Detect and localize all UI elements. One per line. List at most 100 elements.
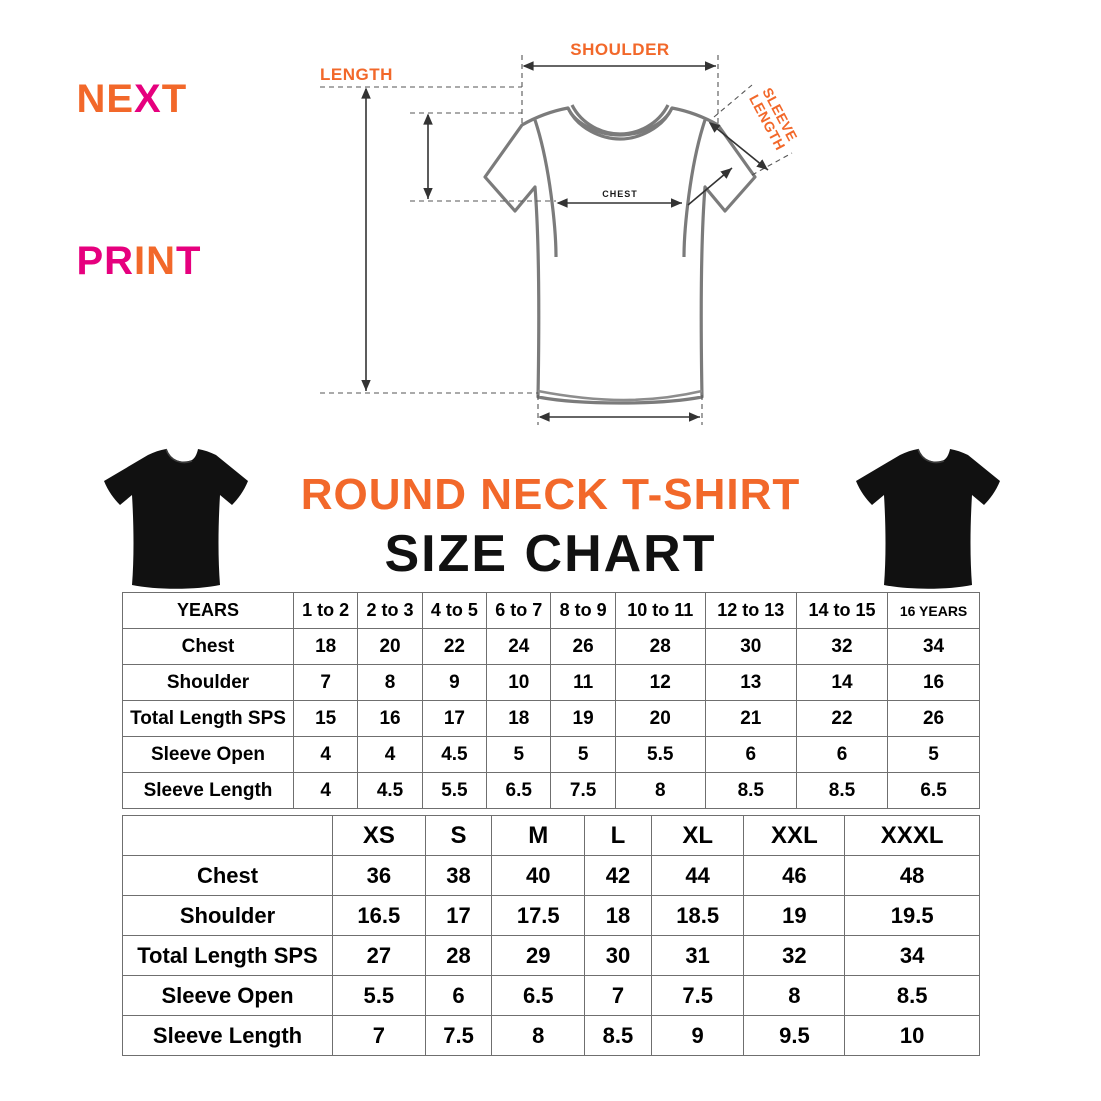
table-cell: 7 — [332, 1015, 426, 1056]
table-cell: 6 — [795, 736, 889, 773]
column-header-s: S — [424, 815, 493, 856]
dimension-arrows — [361, 61, 769, 422]
table-cell: 7.5 — [424, 1015, 493, 1056]
row-label-chest: Chest — [122, 628, 294, 665]
label-shoulder: SHOULDER — [570, 40, 669, 59]
table-cell: 21 — [704, 700, 797, 737]
table-cell: 16 — [887, 664, 980, 701]
label-chest: CHEST — [602, 189, 638, 199]
brand-logo: NEXT PRINT — [28, 18, 228, 283]
table-cell: 17 — [424, 895, 493, 936]
table-cell: 26 — [887, 700, 980, 737]
row-label-chest: Chest — [122, 855, 333, 896]
logo-letter-t: T — [161, 77, 188, 121]
size-table-adult: XS S M L XL XXL XXXL Chest 36 38 40 42 44 46 48 Shoulde… — [122, 815, 980, 1056]
table-row: Total Length SPS 15 16 17 18 19 20 21 22 26 — [122, 700, 980, 737]
diagram-guides — [320, 55, 793, 425]
table-cell: 5.5 — [332, 975, 426, 1016]
column-header-6-to-7: 6 to 7 — [486, 592, 552, 629]
table-cell: 10 — [844, 1015, 980, 1056]
table-cell: 30 — [704, 628, 797, 665]
table-cell: 4 — [357, 736, 423, 773]
table-cell: 16 — [357, 700, 423, 737]
row-label-total-length-sps: Total Length SPS — [122, 935, 333, 976]
logo-letter-e: E — [106, 77, 135, 121]
column-header-xl: XL — [650, 815, 745, 856]
table-cell: 38 — [424, 855, 493, 896]
row-label-sleeve-length: Sleeve Length — [122, 1015, 333, 1056]
table-cell: 18 — [292, 628, 359, 665]
table-cell: 20 — [357, 628, 423, 665]
table-cell: 4.5 — [421, 736, 488, 773]
table-row: Sleeve Length 4 4.5 5.5 6.5 7.5 8 8.5 8.5 6.5 — [122, 772, 980, 809]
black-tshirt-right — [848, 447, 1008, 592]
table-row: Shoulder 7 8 9 10 11 12 13 14 16 — [122, 664, 980, 701]
table-cell: 24 — [486, 628, 552, 665]
table-cell: 46 — [743, 855, 846, 896]
table-cell: 8.5 — [844, 975, 980, 1016]
table-cell: 20 — [614, 700, 706, 737]
table-row: Total Length SPS 27 28 29 30 31 32 34 — [122, 935, 980, 976]
table-row: Sleeve Open 5.5 6 6.5 7 7.5 8 8.5 — [122, 975, 980, 1016]
column-header-xxl: XXL — [743, 815, 846, 856]
table-cell: 48 — [844, 855, 980, 896]
tshirt-measurement-diagram: SHOULDER LENGTH CHEST SLEEVE LENGTH — [300, 25, 820, 440]
table-row: Sleeve Length 7 7.5 8 8.5 9 9.5 10 — [122, 1015, 980, 1056]
table-row: Shoulder 16.5 17 17.5 18 18.5 19 19.5 — [122, 895, 980, 936]
logo-letter-x: X — [134, 77, 162, 121]
table-row: Chest 18 20 22 24 26 28 30 32 34 — [122, 628, 980, 665]
table-cell: 5 — [550, 736, 616, 773]
label-length: LENGTH — [320, 65, 393, 84]
column-header-xxxl: XXXL — [844, 815, 980, 856]
table-cell: 4.5 — [357, 772, 423, 809]
table-cell: 40 — [491, 855, 586, 896]
table-cell: 32 — [743, 935, 846, 976]
table-cell: 30 — [584, 935, 652, 976]
table-cell: 26 — [550, 628, 616, 665]
table-cell: 18 — [584, 895, 652, 936]
table-cell: 8 — [743, 975, 846, 1016]
table-cell: 18 — [486, 700, 552, 737]
tshirt-outline — [483, 104, 757, 405]
column-header-8-to-9: 8 to 9 — [550, 592, 616, 629]
table-cell: 7 — [292, 664, 359, 701]
table-cell: 6.5 — [491, 975, 586, 1016]
table-cell: 8.5 — [795, 772, 889, 809]
table-cell: 14 — [795, 664, 889, 701]
table-cell: 42 — [584, 855, 652, 896]
column-header-4-to-5: 4 to 5 — [421, 592, 488, 629]
table-cell: 9 — [421, 664, 488, 701]
table-cell: 19 — [550, 700, 616, 737]
table-cell: 29 — [491, 935, 586, 976]
table-cell: 16.5 — [332, 895, 426, 936]
table-cell: 5.5 — [421, 772, 488, 809]
row-label-sleeve-open: Sleeve Open — [122, 975, 333, 1016]
arrow-sleeve-inner — [687, 167, 733, 206]
row-label-sleeve-length: Sleeve Length — [122, 772, 294, 809]
table-cell: 17.5 — [491, 895, 586, 936]
table-cell: 6 — [704, 736, 797, 773]
table-cell: 11 — [550, 664, 616, 701]
table-cell: 17 — [421, 700, 488, 737]
table-cell: 8 — [357, 664, 423, 701]
table-cell: 12 — [614, 664, 706, 701]
table-cell: 4 — [292, 736, 359, 773]
size-table-adult-body: XS S M L XL XXL XXXL Chest 36 38 40 42 44 46 48 Shoulde… — [122, 815, 980, 1056]
tshirt-silhouette — [104, 449, 248, 589]
logo-line-next: NEXT — [28, 18, 228, 180]
table-cell: 7 — [584, 975, 652, 1016]
table-cell: 15 — [292, 700, 359, 737]
table-cell: 6.5 — [887, 772, 980, 809]
table-cell: 36 — [332, 855, 426, 896]
table-cell: 13 — [704, 664, 797, 701]
table-cell: 6.5 — [486, 772, 552, 809]
table-row: Chest 36 38 40 42 44 46 48 — [122, 855, 980, 896]
column-header-2-to-3: 2 to 3 — [357, 592, 423, 629]
table-cell: 5.5 — [614, 736, 706, 773]
table-cell: 19.5 — [844, 895, 980, 936]
logo-letter-t2: T — [176, 239, 202, 283]
table-cell: 34 — [887, 628, 980, 665]
